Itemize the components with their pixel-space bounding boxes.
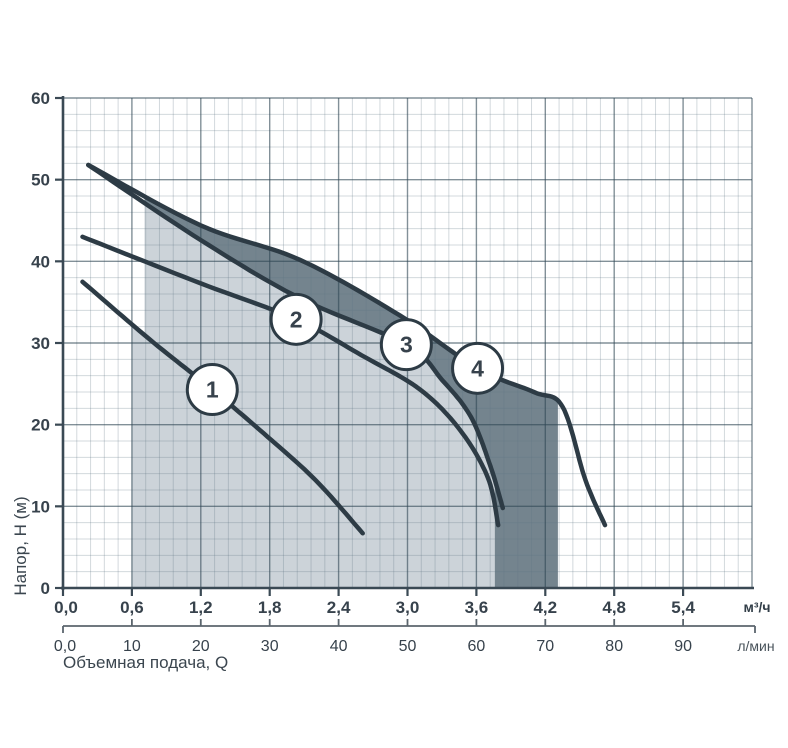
y-tick-label: 50 [31, 171, 50, 190]
x-secondary-tick-label: 20 [192, 638, 210, 655]
curve-marker-label-1: 1 [206, 377, 219, 403]
x-secondary-tick-label: 30 [261, 638, 279, 655]
x-primary-tick-label: 5,4 [671, 598, 695, 617]
pump-curves [80, 162, 608, 536]
x-primary-tick-label: 0,6 [120, 598, 144, 617]
y-tick-label: 30 [31, 334, 50, 353]
x-secondary-tick-label: 50 [399, 638, 417, 655]
curve-number-markers: 1 2 3 4 [185, 292, 505, 417]
curve-2 [80, 234, 501, 528]
x-primary-tick-label: 4,2 [533, 598, 557, 617]
curve-marker-label-4: 4 [471, 355, 484, 381]
x-secondary-tick-label: 70 [536, 638, 554, 655]
tick-labels: 0 10 20 30 40 50 60 0,0 0,6 1,2 1,8 2,4 3,0 3,6 4,2 4,8… [31, 89, 695, 655]
curve-marker-1 [185, 363, 239, 417]
x-primary-tick-label: 1,2 [189, 598, 213, 617]
x-secondary-tick-label: 10 [123, 638, 141, 655]
x-primary-tick-label: 3,6 [465, 598, 489, 617]
x-secondary-tick-label: 90 [674, 638, 692, 655]
x-secondary-tick-label: 60 [468, 638, 486, 655]
x-primary-tick-label: 2,4 [327, 598, 351, 617]
y-tick-label: 20 [31, 416, 50, 435]
y-tick-label: 0 [41, 579, 50, 598]
y-tick-label: 10 [31, 497, 50, 516]
curve-1 [80, 279, 365, 536]
x-secondary-unit: л/мин [737, 638, 774, 654]
x-primary-tick-label: 1,8 [258, 598, 282, 617]
curve-marker-4 [451, 341, 505, 395]
curve-marker-2 [269, 292, 323, 346]
curve-3 [86, 162, 506, 511]
curve-marker-label-3: 3 [400, 332, 413, 358]
x-secondary-tick-label: 40 [330, 638, 348, 655]
x-secondary-tick-label: 80 [605, 638, 623, 655]
x-secondary-tick-label: 0,0 [54, 638, 76, 655]
x-axis-title: Объемная подача, Q [63, 653, 228, 672]
x-primary-tick-label: 3,0 [396, 598, 420, 617]
curve-marker-3 [379, 318, 433, 372]
y-tick-label: 60 [31, 89, 50, 108]
region-light [131, 203, 495, 588]
x-primary-tick-label: 0,0 [54, 598, 78, 617]
x-primary-unit: м³/ч [743, 599, 770, 615]
x-primary-tick-label: 4,8 [602, 598, 626, 617]
y-axis-title: Напор, Н (м) [11, 496, 30, 595]
y-tick-label: 40 [31, 252, 50, 271]
axes [55, 96, 756, 633]
curve-marker-label-2: 2 [290, 306, 303, 332]
